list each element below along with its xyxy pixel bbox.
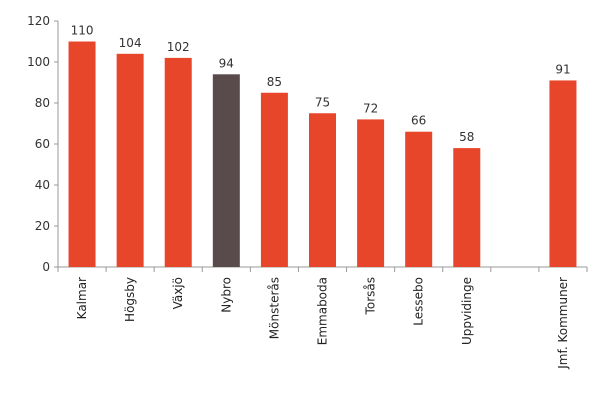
bar [116,53,144,267]
category-label: Uppvidinge [460,277,474,345]
data-labels: 110 104 102 94 85 75 72 66 58 91 [71,24,571,145]
data-label: 72 [363,101,378,115]
category-label: Kalmar [75,277,89,319]
data-label: 85 [267,75,282,89]
y-tick-label: 20 [35,219,50,233]
data-label: 58 [459,130,474,144]
bar [212,74,240,267]
y-tick-label: 40 [35,178,50,192]
y-axis: 0 20 40 60 80 100 120 [27,14,59,274]
category-label: Jmf. Kommuner [556,277,570,370]
category-label: Lessebo [412,277,426,326]
y-tick-label: 80 [35,96,50,110]
bars [68,41,577,268]
bar [549,80,577,267]
data-label: 66 [411,114,426,128]
category-labels: Kalmar Högsby Växjö Nybro Mönsterås Emmaboda T… [75,277,570,370]
category-label: Nybro [219,277,233,313]
category-label: Emmaboda [316,277,330,345]
bar [260,92,288,267]
data-label: 110 [71,24,94,38]
y-tick-label: 0 [42,260,50,274]
data-label: 104 [119,36,142,50]
category-label: Högsby [123,277,137,322]
bar [68,41,96,267]
bar [357,119,385,268]
bar [453,148,481,267]
y-tick-label: 60 [35,137,50,151]
x-axis [57,266,588,272]
data-label: 75 [315,95,330,109]
bar [405,131,433,267]
data-label: 94 [219,56,234,70]
data-label: 91 [555,62,570,76]
category-label: Torsås [364,277,378,315]
bar [164,57,192,268]
y-tick-label: 100 [27,55,50,69]
category-label: Växjö [171,277,185,309]
y-tick-label: 120 [27,14,50,28]
category-label: Mönsterås [267,277,281,339]
bar [309,113,336,267]
data-label: 102 [167,40,190,54]
